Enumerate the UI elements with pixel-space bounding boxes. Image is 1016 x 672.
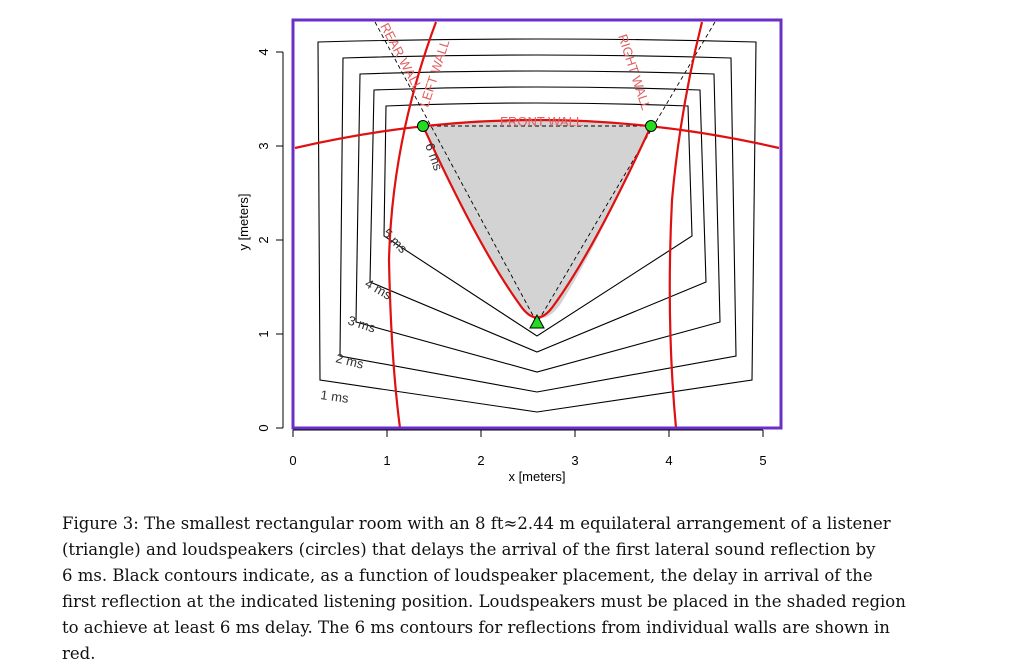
contour-line (383, 102, 693, 337)
shaded-region (423, 119, 651, 319)
x-tick-4: 4 (665, 453, 672, 468)
y-tick-2: 2 (256, 236, 271, 243)
dashed-line (374, 21, 538, 324)
y-tick-0: 0 (256, 424, 271, 431)
contour-label-3ms: 3 ms (346, 313, 378, 336)
y-tick-4: 4 (256, 48, 271, 55)
y-axis-title: y [meters] (236, 193, 251, 250)
caption-line: to achieve at least 6 ms delay. The 6 ms… (62, 618, 890, 637)
left-wall-label: LEFT WALL (417, 38, 453, 109)
x-axis-title: x [meters] (508, 469, 565, 484)
x-axis (292, 429, 764, 437)
caption-line: 6 ms. Black contours indicate, as a func… (62, 566, 873, 585)
listener-triangle (529, 313, 545, 329)
caption-line: (triangle) and loudspeakers (circles) th… (62, 540, 876, 559)
contour-plot: 1 ms 2 ms 3 ms 4 ms 5 ms 6 ms REAR WALL … (236, 18, 783, 484)
contour-label-5ms: 5 ms (380, 226, 411, 257)
dashed-guides (374, 21, 716, 324)
x-tick-1: 1 (383, 453, 390, 468)
dashed-line (536, 21, 716, 324)
front-wall-label: FRONT WALL (500, 114, 583, 129)
y-axis (276, 51, 284, 429)
room-border (291, 18, 783, 430)
contour-line (317, 38, 757, 413)
x-tick-5: 5 (759, 453, 766, 468)
x-tick-3: 3 (571, 453, 578, 468)
y-tick-1: 1 (256, 330, 271, 337)
figure-caption: Figure 3: The smallest rectangular room … (62, 511, 958, 667)
left-wall-contour (387, 21, 438, 429)
figure: 1 ms 2 ms 3 ms 4 ms 5 ms 6 ms REAR WALL … (236, 18, 783, 484)
loudspeaker-right (645, 120, 657, 132)
front-wall-contour (294, 118, 780, 150)
x-tick-2: 2 (477, 453, 484, 468)
contour-line (369, 86, 707, 353)
caption-line: first reflection at the indicated listen… (62, 592, 906, 611)
right-wall-contour (668, 21, 704, 429)
contour-line (339, 54, 737, 393)
loudspeaker-left (417, 120, 429, 132)
y-tick-3: 3 (256, 142, 271, 149)
x-tick-0: 0 (289, 453, 296, 468)
contour-label-1ms: 1 ms (320, 387, 350, 406)
caption-line: Figure 3: The smallest rectangular room … (62, 514, 891, 533)
caption-line: red. (62, 644, 96, 663)
contour-label-2ms: 2 ms (334, 350, 365, 371)
